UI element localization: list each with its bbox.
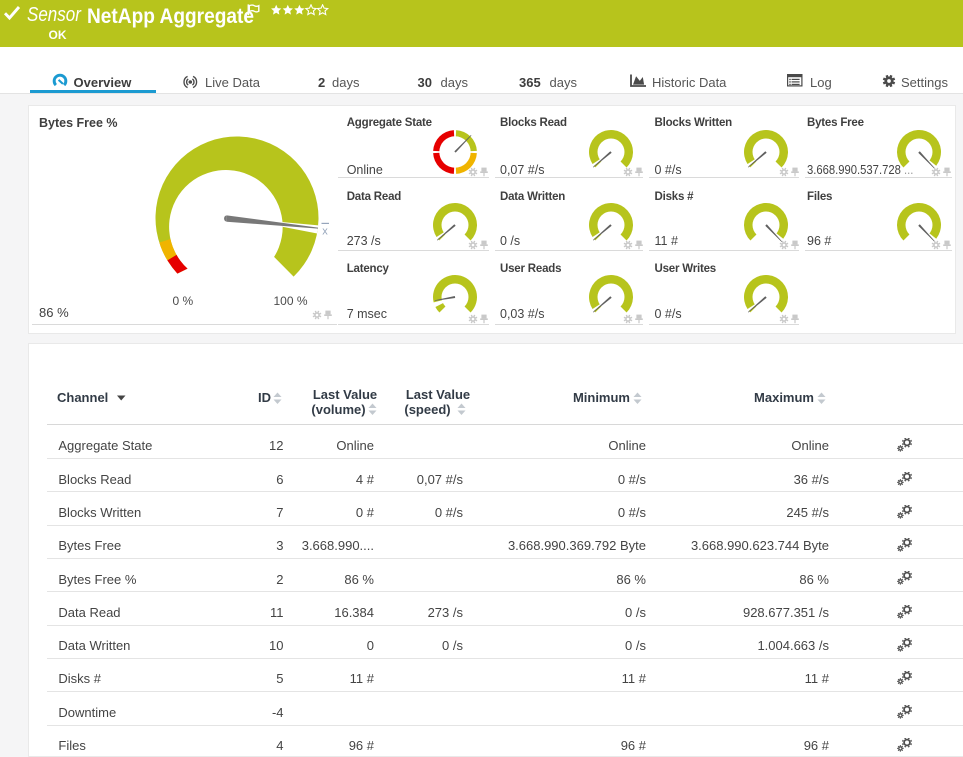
svg-text:x: x xyxy=(322,225,328,237)
